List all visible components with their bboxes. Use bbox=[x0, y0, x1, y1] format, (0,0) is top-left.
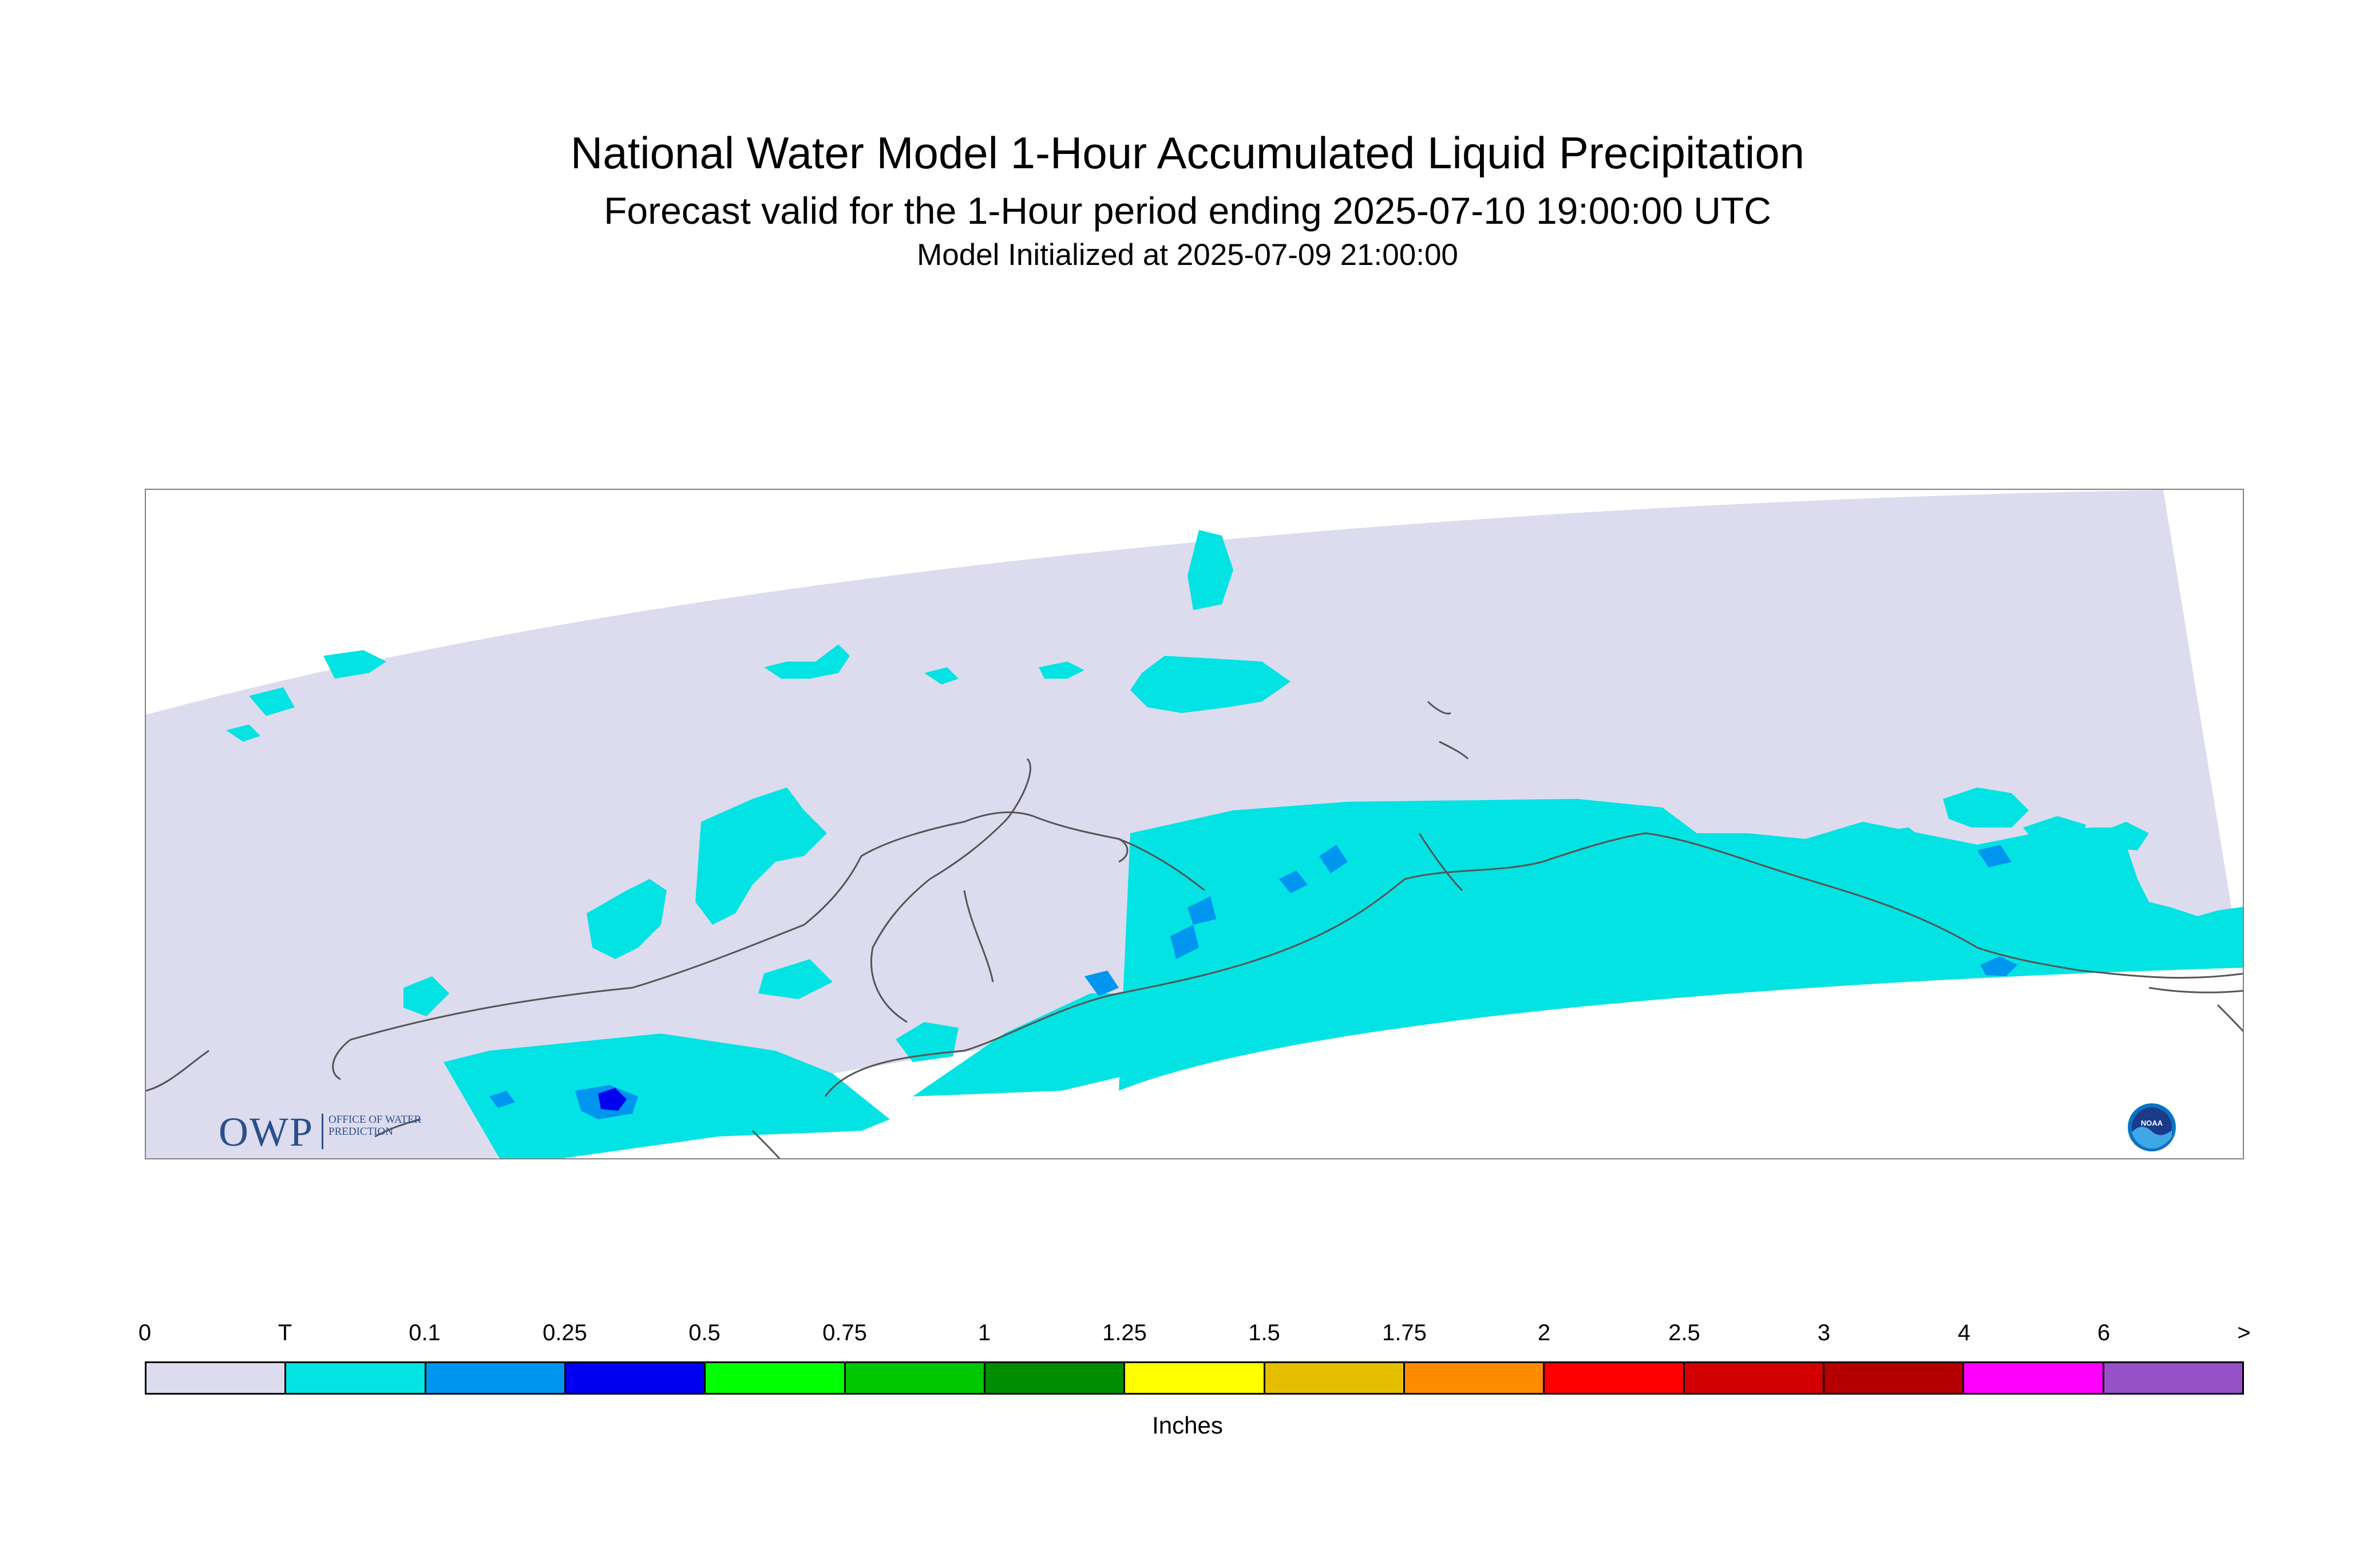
noaa-logo-text: NOAA bbox=[2141, 1119, 2163, 1127]
chart-title: National Water Model 1-Hour Accumulated … bbox=[570, 128, 1805, 178]
colorbar-swatch bbox=[147, 1363, 287, 1393]
colorbar-swatch bbox=[565, 1363, 706, 1393]
colorbar-tick: 2.5 bbox=[1668, 1320, 1700, 1345]
colorbar-tick: 1 bbox=[977, 1320, 991, 1345]
colorbar-tick: 4 bbox=[1957, 1320, 1971, 1345]
colorbar-swatch bbox=[426, 1363, 566, 1393]
colorbar-tick: > bbox=[2237, 1320, 2251, 1345]
moderate-precip-area bbox=[598, 1088, 627, 1111]
colorbar-tick: 0 bbox=[138, 1320, 152, 1345]
colorbar-tick: 1.5 bbox=[1248, 1320, 1280, 1345]
colorbar-swatch bbox=[1265, 1363, 1405, 1393]
owp-logo: OWP OFFICE OF WATER PREDICTION bbox=[219, 1109, 425, 1155]
colorbar-tick: 0.1 bbox=[409, 1320, 441, 1345]
colorbar-tick: 0.25 bbox=[543, 1320, 587, 1345]
colorbar-tick: 6 bbox=[2097, 1320, 2111, 1345]
noaa-logo-icon: NOAA bbox=[2128, 1103, 2176, 1151]
colorbar-swatch bbox=[845, 1363, 985, 1393]
colorbar-tick: 1.25 bbox=[1102, 1320, 1147, 1345]
colorbar-tick: 2 bbox=[1537, 1320, 1551, 1345]
colorbar-tick: T bbox=[278, 1320, 292, 1345]
colorbar-swatch bbox=[1964, 1363, 2104, 1393]
colorbar bbox=[145, 1361, 2244, 1395]
colorbar-tick: 3 bbox=[1817, 1320, 1831, 1345]
trace-precip-areas bbox=[226, 530, 2243, 1158]
colorbar-swatch bbox=[1684, 1363, 1824, 1393]
chart-subtitle: Forecast valid for the 1-Hour period end… bbox=[604, 189, 1771, 232]
colorbar-swatch bbox=[1824, 1363, 1965, 1393]
colorbar-swatch bbox=[1545, 1363, 1685, 1393]
colorbar-swatch bbox=[1125, 1363, 1265, 1393]
coastlines bbox=[146, 700, 2243, 1158]
colorbar-swatch bbox=[1404, 1363, 1545, 1393]
colorbar-swatch bbox=[985, 1363, 1126, 1393]
precipitation-map: OWP OFFICE OF WATER PREDICTION NOAA bbox=[145, 489, 2244, 1159]
map-canvas bbox=[146, 490, 2243, 1158]
owp-logo-divider bbox=[322, 1114, 323, 1149]
colorbar-units-label: Inches bbox=[1152, 1412, 1223, 1439]
owp-logo-text: OFFICE OF WATER PREDICTION bbox=[328, 1114, 422, 1138]
colorbar-tick: 1.75 bbox=[1382, 1320, 1427, 1345]
owp-logo-icon: OWP bbox=[219, 1109, 314, 1155]
colorbar-tick: 0.5 bbox=[688, 1320, 721, 1345]
colorbar-tick: 0.75 bbox=[822, 1320, 867, 1345]
model-init-label: Model Initialized at 2025-07-09 21:00:00 bbox=[917, 238, 1458, 272]
colorbar-swatch bbox=[286, 1363, 426, 1393]
colorbar-swatch bbox=[2104, 1363, 2242, 1393]
colorbar-swatch bbox=[706, 1363, 846, 1393]
